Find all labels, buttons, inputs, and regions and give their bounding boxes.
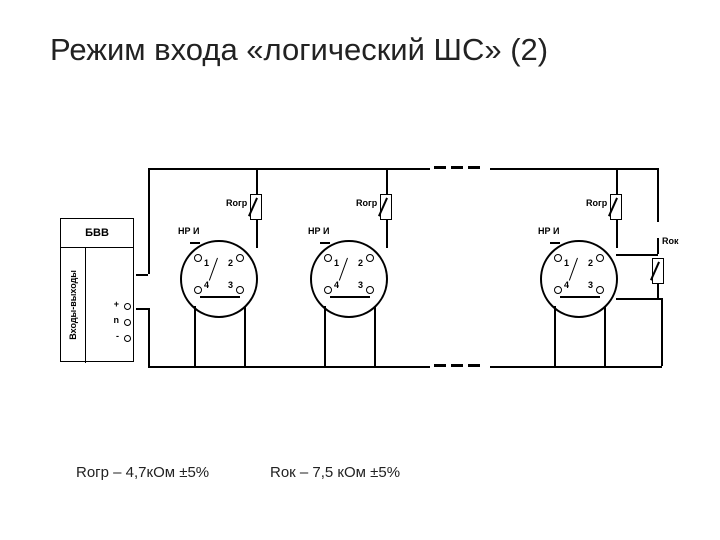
resistor-ogr <box>250 194 262 220</box>
bvv-block: БВВ Входы-выходы + n - <box>60 218 134 362</box>
pin-2-label: 2 <box>588 258 593 268</box>
wire <box>374 306 376 366</box>
r-ogr-label: Rогр <box>226 198 247 208</box>
pin-4 <box>194 286 202 294</box>
wire-bottom-rail <box>148 366 430 368</box>
resistor-ok <box>652 258 664 284</box>
pin-1-label: 1 <box>334 258 339 268</box>
pin-2 <box>236 254 244 262</box>
pin-3 <box>366 286 374 294</box>
wire <box>244 306 246 366</box>
resistor-slash <box>248 198 258 217</box>
wire <box>616 254 658 256</box>
dash-continuation <box>434 166 480 169</box>
pin-2 <box>366 254 374 262</box>
pin-4-label: 4 <box>564 280 569 290</box>
legend-r-ok: Rок – 7,5 кОм ±5% <box>270 464 400 481</box>
r-ok-label: Rок <box>662 236 679 246</box>
wire <box>657 168 659 222</box>
pin-3-label: 3 <box>228 280 233 290</box>
wire <box>136 308 148 310</box>
wire-top-rail <box>490 168 658 170</box>
pin-3 <box>596 286 604 294</box>
pin-4-label: 4 <box>204 280 209 290</box>
bvv-term-plus-dot <box>124 303 131 310</box>
resistor-slash <box>650 262 660 281</box>
nr-label: НР И <box>308 226 329 236</box>
bvv-term-n-dot <box>124 319 131 326</box>
legend-r-ogr: Rогр – 4,7кОм ±5% <box>76 464 209 481</box>
wire <box>148 308 150 366</box>
bvv-term-plus-label: + <box>114 299 119 309</box>
circuit-diagram: БВВ Входы-выходы + n - <box>60 150 680 410</box>
bvv-term-minus-label: - <box>116 331 119 341</box>
nr-label: НР И <box>178 226 199 236</box>
pin-1 <box>554 254 562 262</box>
wire <box>194 306 196 366</box>
pin-1 <box>324 254 332 262</box>
pin-4-label: 4 <box>334 280 339 290</box>
pin-3-label: 3 <box>588 280 593 290</box>
wire <box>604 306 606 366</box>
pin-1-label: 1 <box>204 258 209 268</box>
pin-1-label: 1 <box>564 258 569 268</box>
pin-2-label: 2 <box>228 258 233 268</box>
wire <box>661 298 663 366</box>
connector: 1 2 3 4 <box>310 240 388 318</box>
pin-2 <box>596 254 604 262</box>
bvv-label: БВВ <box>61 219 133 248</box>
r-ogr-label: Rогр <box>586 198 607 208</box>
pin-3 <box>236 286 244 294</box>
wire <box>657 238 659 254</box>
nr-label: НР И <box>538 226 559 236</box>
wire <box>554 306 556 366</box>
pin-4 <box>554 286 562 294</box>
resistor-slash <box>608 198 618 217</box>
wire <box>256 168 258 194</box>
r-ogr-label: Rогр <box>356 198 377 208</box>
bvv-terminals: + n - <box>86 247 133 363</box>
pin-2-label: 2 <box>358 258 363 268</box>
wire-top-rail <box>148 168 430 170</box>
wire <box>616 298 662 300</box>
pin-3-label: 3 <box>358 280 363 290</box>
wire <box>657 284 659 298</box>
connector: 1 2 3 4 <box>540 240 618 318</box>
connector: 1 2 3 4 <box>180 240 258 318</box>
resistor-ogr <box>610 194 622 220</box>
wire <box>148 168 150 274</box>
resistor-slash <box>378 198 388 217</box>
bvv-io-label: Входы-выходы <box>68 270 78 340</box>
dash-continuation <box>434 364 480 367</box>
wire <box>386 168 388 194</box>
pin-4 <box>324 286 332 294</box>
wire-bottom-rail <box>490 366 662 368</box>
resistor-ogr <box>380 194 392 220</box>
pin-1 <box>194 254 202 262</box>
page-title: Режим входа «логический ШС» (2) <box>50 32 548 68</box>
bvv-term-minus-dot <box>124 335 131 342</box>
wire <box>616 168 618 194</box>
wire <box>136 274 148 276</box>
bvv-io-column: Входы-выходы <box>61 247 86 363</box>
wire <box>324 306 326 366</box>
bvv-term-n-label: n <box>114 315 120 325</box>
